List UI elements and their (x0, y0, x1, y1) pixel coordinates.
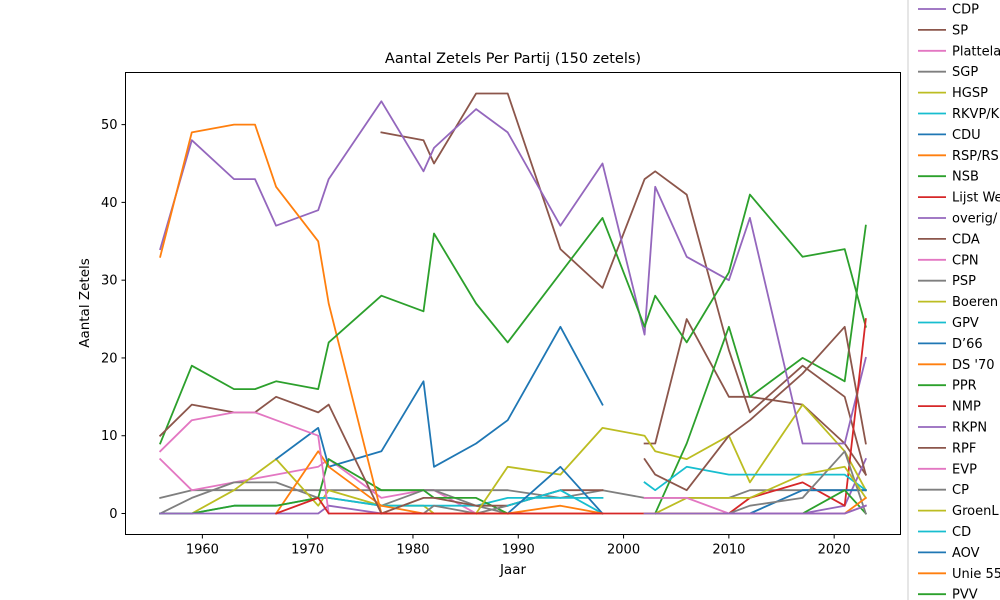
legend-label: overig/ (952, 212, 998, 227)
legend-label: PSP (952, 274, 976, 289)
legend-label: Plattela (952, 44, 1000, 59)
x-tick-label: 1980 (396, 543, 429, 558)
series-line-1 (643, 318, 868, 476)
series-line-35 (643, 465, 868, 492)
series-line-33 (158, 411, 330, 515)
y-tick-label: 0 (109, 507, 117, 522)
series-line-34 (274, 318, 867, 515)
series-line-25 (506, 489, 604, 515)
legend-label: HGSP (952, 86, 988, 101)
series-line-39 (643, 325, 867, 492)
x-tick-label: 2000 (607, 543, 640, 558)
legend-frame (907, 0, 1000, 600)
series-line-3 (159, 489, 867, 499)
legend: CDPSPPlattelaSGPHGSPRKVP/KCDURSP/RSNSBLi… (907, 0, 1000, 600)
legend-label: Boeren (952, 295, 998, 310)
series-line-28 (654, 224, 867, 515)
series-line-43 (643, 504, 867, 515)
legend-label: SGP (952, 65, 978, 80)
legend-label: AOV (952, 546, 980, 561)
x-axis-ticks: 1960 1970 1980 1990 2000 2010 2020 (186, 534, 851, 558)
legend-label: CDA (952, 232, 980, 247)
y-axis-title: Aantal Zetels (77, 258, 93, 348)
legend-label: RPF (952, 441, 976, 456)
legend-label: NMP (952, 400, 981, 415)
legend-label: GPV (952, 316, 979, 331)
series-line-38 (643, 450, 867, 515)
legend-label: GroenL (952, 504, 999, 519)
chart-title: Aantal Zetels Per Partij (150 zetels) (385, 51, 641, 67)
legend-label: EVP (952, 462, 977, 477)
y-tick-label: 40 (101, 196, 118, 211)
legend-label: D’66 (952, 337, 983, 352)
series-line-29 (159, 100, 867, 445)
legend-label: CP (952, 483, 969, 498)
series-line-16 (274, 325, 604, 468)
x-tick-label: 2020 (818, 543, 851, 558)
y-tick-label: 10 (101, 429, 118, 444)
series-line-18 (159, 458, 509, 515)
x-tick-label: 2010 (712, 543, 745, 558)
plot-frame (125, 72, 901, 535)
plot-lines (158, 92, 868, 515)
series-line-31 (159, 193, 867, 445)
series-line-24 (474, 403, 868, 515)
legend-label: NSB (952, 170, 979, 185)
series-line-11 (380, 92, 867, 476)
legend-label: CD (952, 525, 971, 540)
x-tick-label: 1960 (186, 543, 219, 558)
y-tick-label: 20 (101, 351, 118, 366)
legend-label: RKPN (952, 421, 987, 436)
legend-label: Lijst We (952, 191, 1000, 206)
legend-label: PVV (952, 588, 978, 600)
x-tick-label: 1990 (502, 543, 535, 558)
x-tick-label: 1970 (291, 543, 324, 558)
legend-label: RKVP/K (952, 107, 1000, 122)
y-tick-label: 30 (101, 274, 118, 289)
y-axis-ticks: 0 10 20 30 40 50 (101, 118, 126, 522)
y-tick-label: 50 (101, 118, 118, 133)
legend-label: Unie 55 (952, 567, 1000, 582)
series-line-40 (643, 465, 868, 515)
legend-label: DS '70 (952, 358, 995, 373)
legend-label: PPR (952, 379, 977, 394)
legend-label: CDP (952, 3, 979, 18)
legend-label: CPN (952, 253, 979, 268)
series-line-32 (158, 395, 383, 515)
series-line-26 (506, 465, 604, 515)
legend-label: SP (952, 23, 968, 38)
legend-label: RSP/RS (952, 149, 999, 164)
legend-label: CDU (952, 128, 981, 143)
x-axis-title: Jaar (499, 562, 527, 578)
